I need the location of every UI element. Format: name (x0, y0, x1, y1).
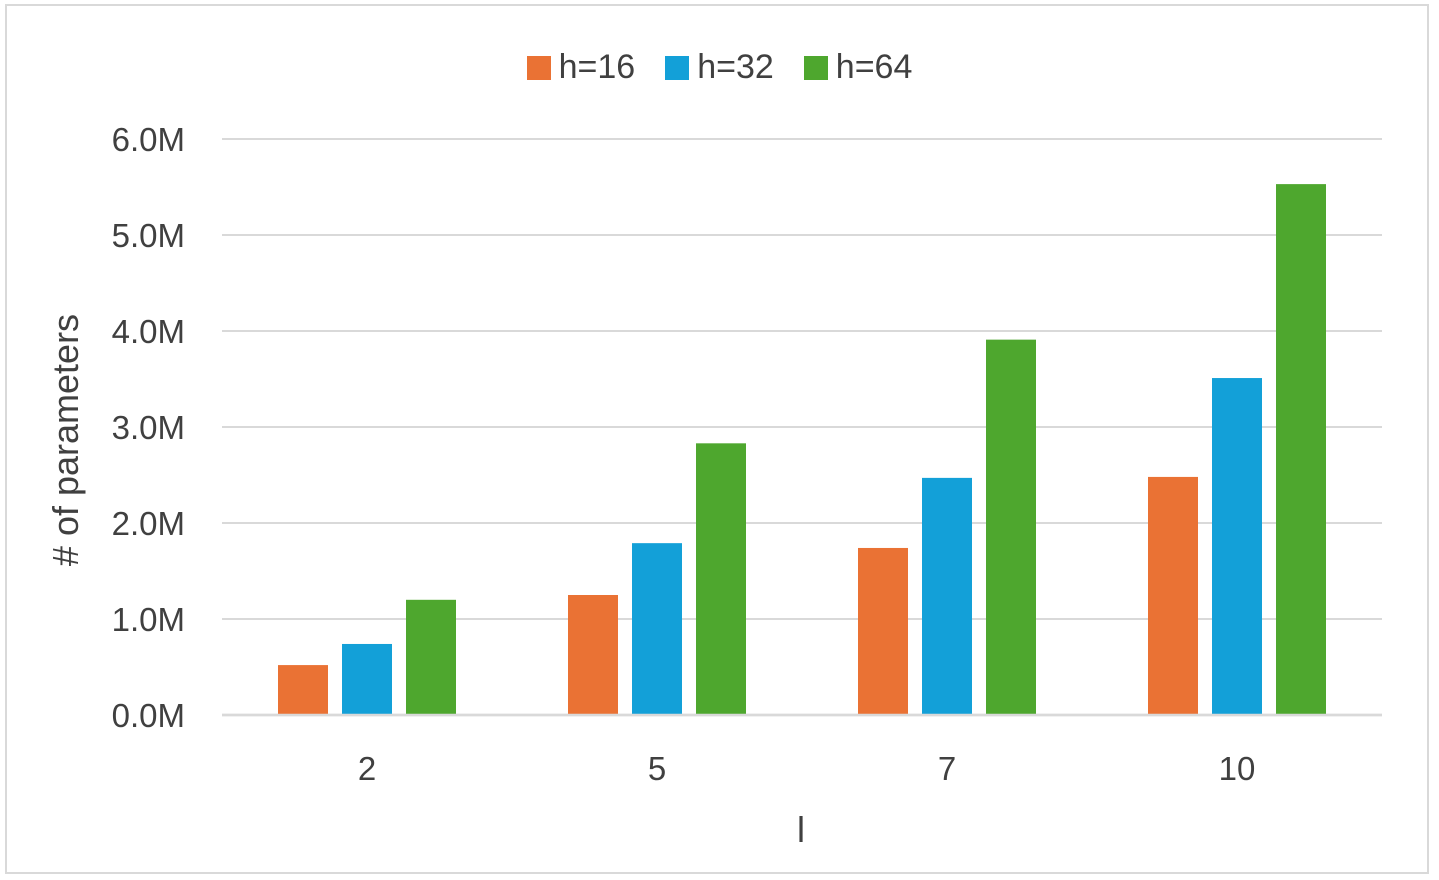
bar-h32-l5 (632, 543, 682, 715)
bar-h64-l10 (1276, 184, 1326, 715)
y-tick-label-1: 1.0M (112, 601, 185, 638)
legend-item-h64: h=64 (803, 48, 913, 87)
legend-item-h32: h=32 (665, 48, 774, 87)
bars (222, 184, 1382, 717)
y-tick-labels: 0.0M 1.0M 2.0M 3.0M 4.0M 5.0M 6.0M (112, 121, 185, 734)
y-tick-label-6: 6.0M (112, 121, 185, 158)
x-tick-label-10: 10 (1219, 750, 1256, 787)
chart-frame (5, 4, 1429, 874)
legend-label-h16: h=16 (558, 48, 636, 86)
x-tick-label-2: 2 (358, 750, 376, 787)
bar-h16-l2 (278, 665, 328, 715)
legend-swatch-h16 (526, 55, 551, 80)
y-tick-label-2: 2.0M (112, 505, 185, 542)
legend-swatch-h32 (665, 55, 690, 80)
legend-label-h64: h=64 (835, 48, 913, 86)
x-tick-label-7: 7 (938, 750, 956, 787)
x-axis-title: l (797, 809, 805, 850)
y-tick-label-3: 3.0M (112, 409, 185, 446)
bar-h16-l5 (568, 595, 618, 715)
y-tick-label-0: 0.0M (112, 697, 185, 734)
bar-h16-l10 (1148, 476, 1198, 715)
y-tick-label-4: 4.0M (112, 313, 185, 350)
x-tick-label-5: 5 (648, 750, 666, 787)
legend-label-h32: h=32 (697, 48, 774, 86)
bar-h64-l2 (406, 599, 456, 715)
legend: h=16 h=32 h=64 (0, 48, 1439, 87)
bar-h64-l5 (696, 443, 746, 715)
legend-swatch-h64 (803, 55, 828, 80)
bar-h32-l7 (922, 477, 972, 715)
x-tick-labels: 2 5 7 10 (358, 750, 1256, 787)
y-axis-title: # of parameters (45, 314, 86, 566)
bar-h16-l7 (858, 547, 908, 715)
bar-h32-l10 (1212, 378, 1262, 715)
gridlines (222, 138, 1382, 717)
y-tick-label-5: 5.0M (112, 217, 185, 254)
bar-h64-l7 (986, 339, 1036, 715)
legend-item-h16: h=16 (526, 48, 636, 87)
bar-h32-l2 (342, 643, 392, 715)
